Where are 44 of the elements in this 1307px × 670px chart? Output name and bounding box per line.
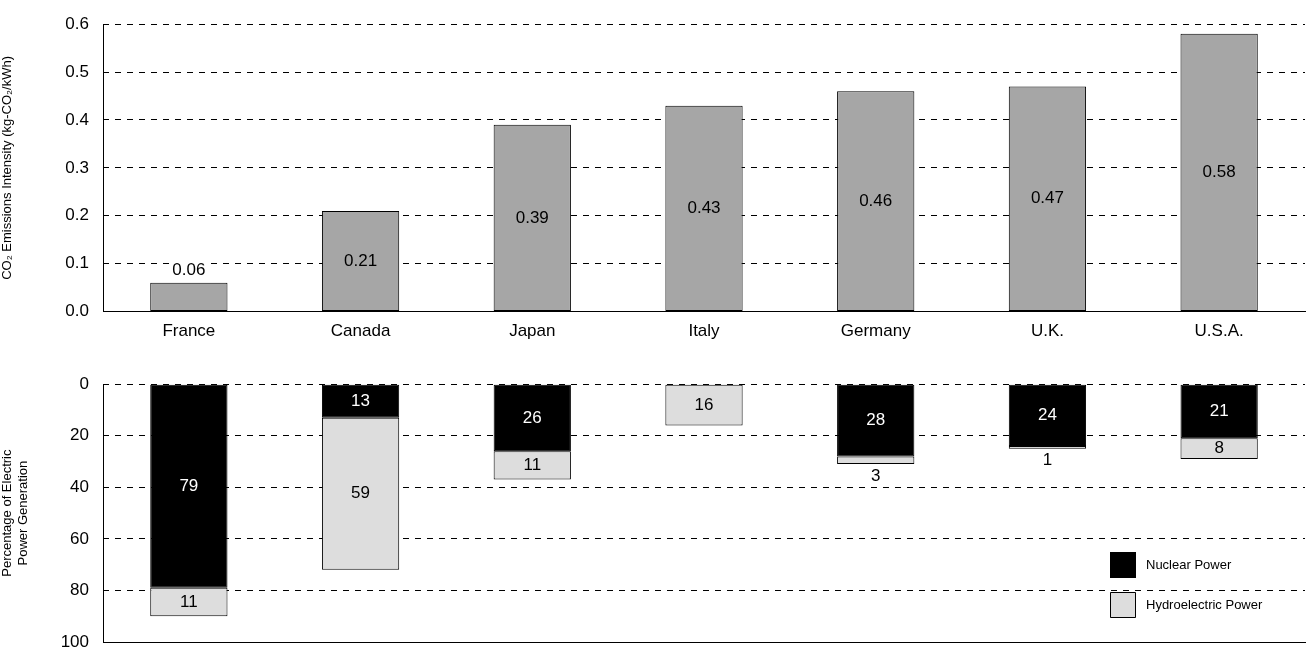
data-label: 8 bbox=[1214, 438, 1224, 458]
x-tick-label: Italy bbox=[688, 321, 721, 341]
y-axis-title: CO₂ Emissions Intensity (kg-CO₂/kWh) bbox=[0, 55, 15, 280]
y-tick-label: 0.6 bbox=[65, 13, 89, 33]
y-tick-label: 0.5 bbox=[65, 61, 89, 81]
y-tick-label: 0.1 bbox=[65, 253, 89, 273]
data-label: 24 bbox=[1037, 405, 1057, 425]
y-tick-label: 20 bbox=[70, 425, 89, 445]
x-tick-label: France bbox=[162, 321, 216, 341]
x-tick-label: Germany bbox=[840, 321, 912, 341]
y-tick-label: 0.3 bbox=[65, 157, 89, 177]
y-tick-label: 0 bbox=[79, 373, 89, 393]
data-label: 28 bbox=[866, 410, 886, 430]
data-label: 1 bbox=[1042, 450, 1053, 470]
legend-label: Nuclear Power bbox=[1146, 556, 1232, 572]
data-label: 0.58 bbox=[1202, 162, 1236, 182]
x-tick-label: U.K. bbox=[1030, 321, 1064, 341]
data-label: 79 bbox=[179, 475, 199, 495]
data-label: 0.47 bbox=[1030, 188, 1064, 208]
x-tick-label: Canada bbox=[330, 321, 391, 341]
y-tick-label: 80 bbox=[70, 580, 89, 600]
data-label: 16 bbox=[694, 394, 714, 414]
data-label: 59 bbox=[351, 483, 371, 503]
x-tick-label: Japan bbox=[509, 321, 556, 341]
data-label: 0.43 bbox=[687, 198, 721, 218]
data-label: 11 bbox=[180, 591, 198, 611]
y-tick-label: 0.2 bbox=[65, 205, 89, 225]
data-label: 13 bbox=[351, 390, 371, 410]
data-label: 26 bbox=[522, 407, 542, 427]
y-axis-title: Percentage of Electric Power Generation bbox=[0, 449, 30, 577]
y-tick-label: 100 bbox=[60, 631, 89, 651]
data-label: 0.39 bbox=[515, 207, 549, 227]
y-tick-label: 0.0 bbox=[65, 301, 89, 321]
data-label: 0.06 bbox=[172, 259, 206, 279]
y-tick-label: 0.4 bbox=[65, 109, 89, 129]
y-tick-label: 60 bbox=[70, 528, 89, 548]
data-label: 0.21 bbox=[344, 250, 378, 270]
data-label: 11 bbox=[523, 455, 542, 475]
data-label: 0.46 bbox=[859, 190, 893, 210]
data-label: 3 bbox=[870, 465, 881, 485]
legend-label: Hydroelectric Power bbox=[1146, 596, 1263, 612]
x-tick-label: U.S.A. bbox=[1194, 321, 1244, 341]
data-label: 21 bbox=[1209, 401, 1229, 421]
y-tick-label: 40 bbox=[70, 477, 89, 497]
